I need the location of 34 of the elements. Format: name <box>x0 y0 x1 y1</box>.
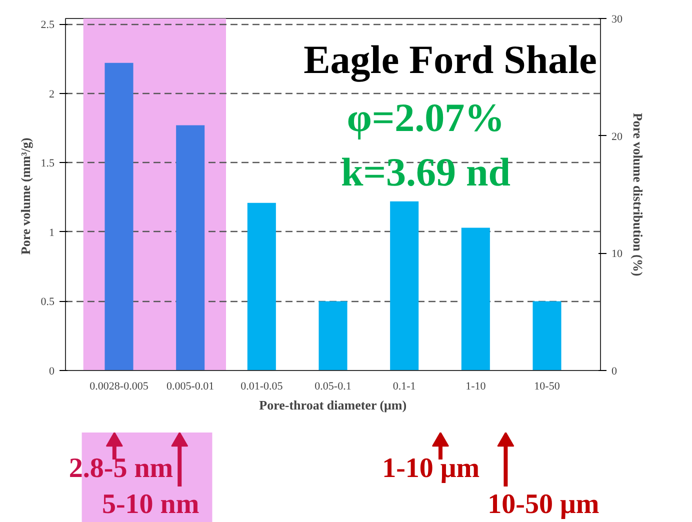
bar <box>176 125 205 370</box>
text: 10-50 μm <box>488 489 600 520</box>
y-tick-label: 0 <box>49 366 55 378</box>
x-tick-label: 0.005-0.01 <box>166 380 214 392</box>
bar <box>104 62 134 370</box>
y-tick-label: 0.5 <box>40 296 55 308</box>
x-tick-label: 0.0028-0.005 <box>90 380 149 392</box>
annotation: k=3.69 nd <box>340 150 510 194</box>
y-tick-label: 1.5 <box>40 158 55 170</box>
x-tick-label: 1-10 <box>466 380 486 392</box>
bar <box>390 201 419 370</box>
bar <box>318 301 348 370</box>
y-axis-title: Pore volume (mm³/g) <box>18 138 33 255</box>
x-tick-label: 0.1-1 <box>392 380 416 392</box>
x-tick-label: 10-50 <box>534 380 560 392</box>
annotation: φ=2.07% <box>346 94 505 140</box>
y2-tick-label: 30 <box>612 14 623 26</box>
x-axis-title: Pore-throat diameter (μm) <box>259 398 407 412</box>
text: 1-10 μm <box>382 453 480 484</box>
x-tick-label: 0.01-0.05 <box>240 380 284 392</box>
bar <box>532 301 562 370</box>
text: 5-10 nm <box>102 489 200 520</box>
y2-axis-title: Pore volume distribution (%) <box>630 112 646 276</box>
y2-tick-label: 10 <box>612 248 623 260</box>
y-tick-label: 2.5 <box>40 19 55 32</box>
y2-tick-label: 20 <box>612 130 623 143</box>
y2-tick-label: 0 <box>612 366 618 378</box>
text: 2.8-5 nm <box>68 453 174 484</box>
y-tick-label: 1 <box>49 226 54 239</box>
text: Eagle Ford Shale <box>304 36 597 82</box>
bar <box>461 228 490 370</box>
x-tick-label: 0.05-0.1 <box>314 380 352 392</box>
bar <box>247 202 276 370</box>
y-tick-label: 2 <box>49 88 54 100</box>
